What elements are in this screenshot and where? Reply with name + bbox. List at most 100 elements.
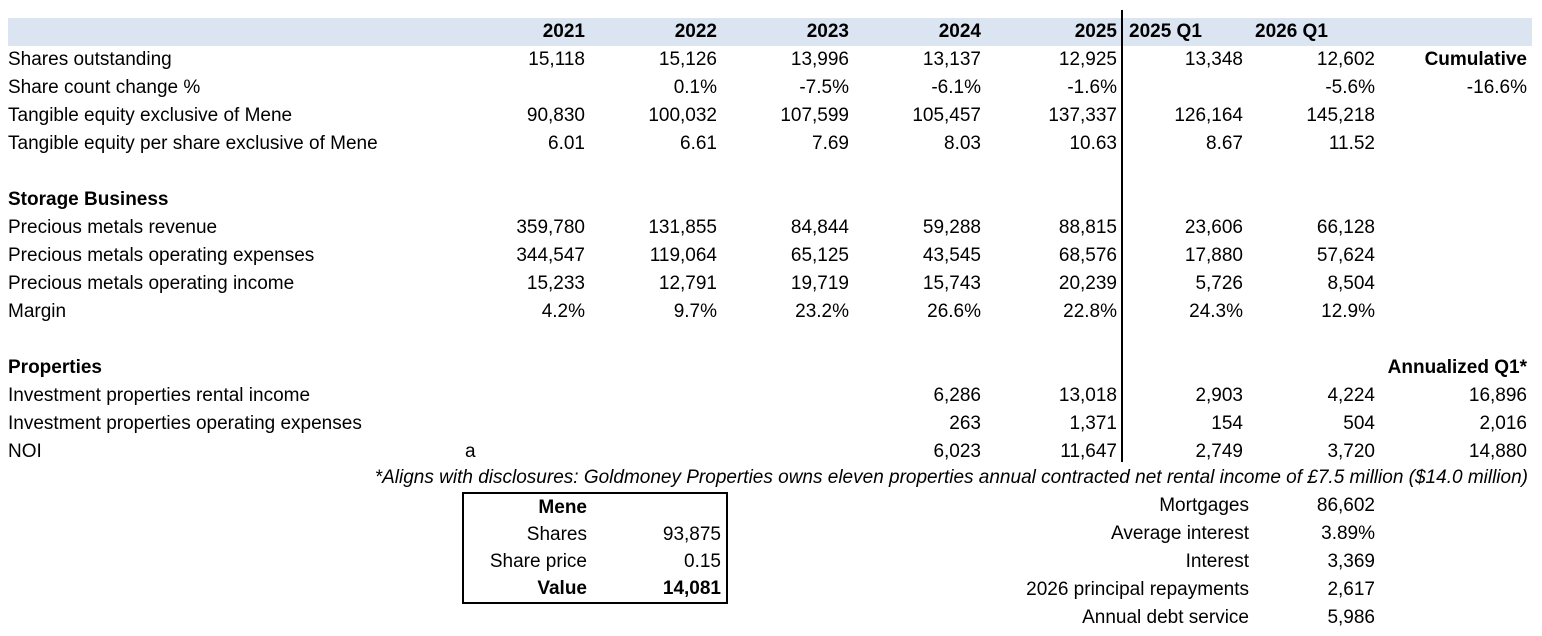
- cell: [460, 382, 590, 410]
- header-blank-cell-right: [1380, 18, 1532, 46]
- financial-table: 2021 2022 2023 2024 2025 2025 Q1 2026 Q1…: [8, 18, 1532, 466]
- cell: 11,647: [1060, 441, 1117, 462]
- row-label: Shares: [526, 524, 587, 545]
- row-label: Precious metals operating income: [8, 273, 295, 294]
- cell: 0.1%: [673, 77, 717, 98]
- cell: 6.01: [548, 133, 585, 154]
- row-label: 2026 principal repayments: [1026, 579, 1249, 600]
- cell: [590, 494, 726, 521]
- cell: 17,880: [1184, 245, 1243, 266]
- cell: 2,903: [1195, 385, 1243, 406]
- cell: [1122, 186, 1248, 214]
- cell: 7.69: [812, 133, 849, 154]
- cell: 57,624: [1316, 245, 1375, 266]
- row-label: Interest: [1185, 551, 1249, 572]
- cell: 68,576: [1058, 245, 1117, 266]
- mene-box-title: Mene: [538, 497, 587, 518]
- cell: 119,064: [649, 245, 717, 266]
- cell: 5,986: [1327, 607, 1375, 628]
- cell: 504: [1343, 413, 1375, 434]
- cell: 86,602: [1316, 495, 1375, 516]
- cell: [1380, 214, 1532, 242]
- cell: [1380, 270, 1532, 298]
- row-label: Investment properties rental income: [8, 385, 311, 406]
- cell: [722, 354, 854, 382]
- mene-value-row: Value 14,081: [464, 575, 726, 602]
- cell: 15,118: [528, 49, 585, 70]
- row-label: Tangible equity per share exclusive of M…: [8, 133, 378, 154]
- section-header-storage-business: Storage Business: [8, 189, 169, 210]
- section-header-properties: Properties: [8, 357, 102, 378]
- mene-valuation-box: Mene Shares 93,875 Share price 0.15 Valu…: [462, 492, 728, 604]
- cell: 263: [949, 413, 981, 434]
- cell: 6,023: [933, 441, 981, 462]
- cell: 2,749: [1195, 441, 1243, 462]
- cell: 11.52: [1328, 133, 1375, 154]
- cell: [1380, 130, 1532, 158]
- row-label: Share price: [489, 551, 587, 572]
- cell: 14,081: [662, 578, 721, 599]
- row-label: Mortgages: [1159, 495, 1249, 516]
- cell: [590, 354, 722, 382]
- cell: 12.9%: [1321, 301, 1375, 322]
- spacer-row: [8, 158, 1532, 186]
- cell: 1,371: [1069, 413, 1117, 434]
- cumulative-header-cell: Cumulative: [1424, 49, 1527, 70]
- cell: [1380, 186, 1532, 214]
- cell: 2,617: [1327, 579, 1375, 600]
- cell: 2,016: [1479, 413, 1527, 434]
- cell: 0.15: [684, 551, 721, 572]
- cell: 15,743: [922, 273, 981, 294]
- cell: [722, 410, 854, 438]
- cell: 5,726: [1195, 273, 1243, 294]
- cell: 26.6%: [927, 301, 981, 322]
- cell: 8.03: [944, 133, 981, 154]
- cell: 100,032: [648, 105, 717, 126]
- mene-title-row: Mene: [464, 494, 726, 521]
- cell: 43,545: [922, 245, 981, 266]
- cell: 24.3%: [1189, 301, 1243, 322]
- cell: [460, 354, 590, 382]
- cell: [1380, 298, 1532, 326]
- principal-repayments-row: 2026 principal repayments 2,617: [986, 576, 1380, 604]
- cell: 84,844: [790, 217, 849, 238]
- cell: [854, 354, 986, 382]
- cell: [460, 186, 590, 214]
- row-label: Share count change %: [8, 77, 201, 98]
- col-header-2025: 2025: [986, 18, 1122, 46]
- cell: 10.63: [1069, 133, 1117, 154]
- cell: -6.1%: [931, 77, 981, 98]
- col-header-2023: 2023: [722, 18, 854, 46]
- row-label: Value: [537, 578, 587, 599]
- cell: 4.2%: [541, 301, 585, 322]
- cell: 105,457: [912, 105, 981, 126]
- cell: [590, 410, 722, 438]
- cell: [986, 186, 1122, 214]
- cell: [1380, 102, 1532, 130]
- col-header-2021: 2021: [460, 18, 590, 46]
- cell: [722, 186, 854, 214]
- cell: 15,126: [658, 49, 717, 70]
- cell: [722, 382, 854, 410]
- cell: 13,996: [790, 49, 849, 70]
- cell: 93,875: [662, 524, 721, 545]
- footnote-text: *Aligns with disclosures: Goldmoney Prop…: [374, 467, 1528, 488]
- cell: [590, 382, 722, 410]
- cell: 12,791: [658, 273, 717, 294]
- col-header-2025-q1: 2025 Q1: [1122, 18, 1248, 46]
- row-label: Precious metals revenue: [8, 217, 218, 238]
- cell: 13,348: [1184, 49, 1243, 70]
- row-label: Shares outstanding: [8, 49, 172, 70]
- cell: 12,602: [1316, 49, 1375, 70]
- cell: 107,599: [780, 105, 849, 126]
- cell: 131,855: [648, 217, 717, 238]
- row-label: Tangible equity exclusive of Mene: [8, 105, 293, 126]
- cell: 6,286: [933, 385, 981, 406]
- interest-row: Interest 3,369: [986, 548, 1380, 576]
- row-label: Average interest: [1110, 523, 1249, 544]
- cell: 23,606: [1184, 217, 1243, 238]
- cell: 344,547: [516, 245, 585, 266]
- cell: [1122, 74, 1248, 102]
- mene-shares-row: Shares 93,875: [464, 521, 726, 548]
- row-label: Annual debt service: [1082, 607, 1249, 628]
